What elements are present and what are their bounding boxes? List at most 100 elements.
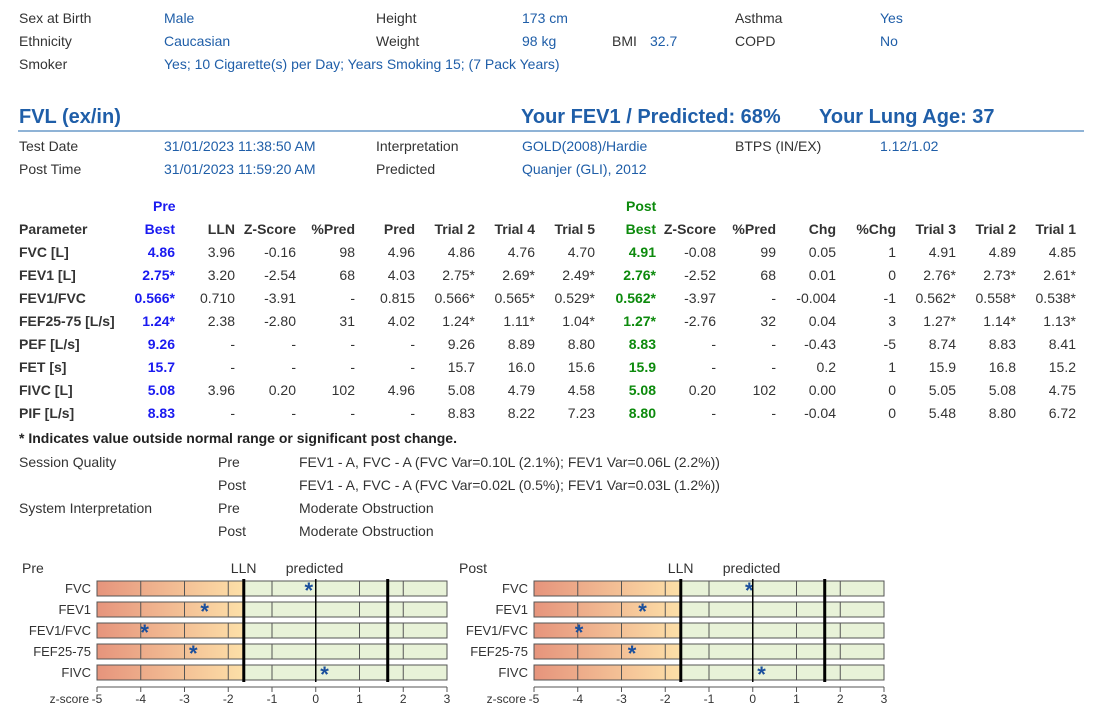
pre-normal-band (243, 580, 448, 597)
table-cell-post-trial2: 8.80 (988, 405, 1016, 421)
test-date-value: 31/01/2023 11:38:50 AM (164, 138, 316, 154)
table-cell-lln: 0.710 (199, 290, 235, 306)
table-cell-pred: 4.96 (387, 244, 415, 260)
pre-abnormal-band (96, 580, 245, 597)
table-cell-post-trial3: 2.76* (923, 267, 956, 283)
pre-normal-band (243, 643, 448, 660)
asthma-value: Yes (880, 10, 903, 26)
table-cell-post-zscore: -0.08 (684, 244, 716, 260)
table-cell-trial2: 0.566* (434, 290, 475, 306)
pre-axis-label: z-score (50, 692, 90, 706)
table-cell-post-best: 8.80 (628, 405, 656, 421)
table-cell-param: FVC [L] (19, 244, 69, 260)
table-cell-pred: 0.815 (379, 290, 415, 306)
table-cell-trial4: 8.89 (507, 336, 535, 352)
table-cell-pre-zscore: -2.80 (264, 313, 296, 329)
post-chart-title: Post (459, 560, 487, 576)
table-cell-param: FEF25-75 [L/s] (19, 313, 115, 329)
table-cell-pre-pctpred: 102 (331, 382, 355, 398)
table-cell-post-pctpred: 99 (760, 244, 776, 260)
bmi-label: BMI (612, 33, 637, 49)
header-post-zscore: Z-Score (663, 221, 716, 237)
table-cell-post-trial3: 0.562* (915, 290, 956, 306)
post-param-label: FEV1/FVC (466, 623, 528, 638)
post-param-label: FVC (502, 581, 528, 596)
table-cell-post-pctpred: 102 (752, 382, 776, 398)
pre-zscore-marker: * (189, 641, 198, 666)
table-cell-post-zscore: -3.97 (684, 290, 716, 306)
table-cell-trial4: 2.69* (502, 267, 535, 283)
table-cell-chg: -0.004 (796, 290, 836, 306)
table-cell-pre-best: 4.86 (147, 244, 175, 260)
btps-value: 1.12/1.02 (880, 138, 939, 154)
title-divider (18, 130, 1084, 132)
post-group-header: Post (626, 198, 657, 214)
table-cell-trial5: 4.70 (567, 244, 595, 260)
table-cell-post-trial3: 5.48 (928, 405, 956, 421)
table-cell-post-trial2: 4.89 (988, 244, 1016, 260)
table-cell-lln: 3.20 (207, 267, 235, 283)
table-cell-pre-best: 9.26 (147, 336, 175, 352)
table-cell-pre-zscore: - (291, 359, 296, 375)
post-param-label: FIVC (498, 665, 528, 680)
pre-param-label: FEF25-75 (33, 644, 91, 659)
table-cell-pre-pctpred: - (350, 290, 355, 306)
post-lln-label: LLN (668, 560, 694, 576)
post-tick-label: 2 (837, 692, 844, 706)
session-quality-pre: FEV1 - A, FVC - A (FVC Var=0.10L (2.1%);… (299, 454, 720, 470)
table-cell-post-pctpred: 32 (760, 313, 776, 329)
table-cell-post-trial2: 5.08 (988, 382, 1016, 398)
pre-group-header: Pre (153, 198, 176, 214)
smoker-value: Yes; 10 Cigarette(s) per Day; Years Smok… (164, 56, 560, 72)
table-cell-pre-best: 2.75* (142, 267, 175, 283)
table-cell-pre-best: 5.08 (147, 382, 175, 398)
table-cell-post-best: 1.27* (623, 313, 656, 329)
table-cell-trial2: 15.7 (447, 359, 475, 375)
table-cell-post-zscore: - (711, 359, 716, 375)
pre-tick-label: -4 (135, 692, 146, 706)
table-cell-trial4: 0.565* (494, 290, 535, 306)
table-cell-pre-pctpred: - (350, 359, 355, 375)
table-cell-trial2: 9.26 (447, 336, 475, 352)
table-cell-pre-zscore: -2.54 (264, 267, 296, 283)
table-cell-pred: 4.03 (387, 267, 415, 283)
post-zscore-marker: * (638, 599, 647, 624)
pre-zscore-marker: * (140, 620, 149, 645)
table-cell-pre-zscore: -0.16 (264, 244, 296, 260)
session-quality-label: Session Quality (19, 454, 117, 470)
weight-label: Weight (376, 33, 420, 49)
table-cell-pre-pctpred: - (350, 336, 355, 352)
predicted-value: Quanjer (GLI), 2012 (522, 161, 647, 177)
header-pred: Pred (383, 221, 415, 237)
table-cell-post-trial3: 5.05 (928, 382, 956, 398)
post-tick-label: 3 (881, 692, 888, 706)
table-cell-pred: - (410, 359, 415, 375)
table-cell-trial4: 8.22 (507, 405, 535, 421)
table-cell-trial5: 15.6 (567, 359, 595, 375)
table-cell-pre-zscore: - (291, 405, 296, 421)
pre-normal-band (243, 601, 448, 618)
session-quality-post: FEV1 - A, FVC - A (FVC Var=0.02L (0.5%);… (299, 477, 720, 493)
table-cell-pre-zscore: - (291, 336, 296, 352)
table-cell-post-trial2: 8.83 (988, 336, 1016, 352)
post-tick-label: -1 (704, 692, 715, 706)
post-normal-band (680, 643, 885, 660)
table-cell-post-trial1: 1.13* (1043, 313, 1076, 329)
table-cell-pct-chg: 1 (888, 244, 896, 260)
post-zscore-marker: * (628, 641, 637, 666)
table-cell-pred: - (410, 336, 415, 352)
table-cell-lln: - (230, 405, 235, 421)
table-cell-post-trial1: 8.41 (1048, 336, 1076, 352)
test-title: FVL (ex/in) (19, 106, 121, 128)
table-cell-chg: -0.43 (804, 336, 836, 352)
table-cell-post-trial3: 1.27* (923, 313, 956, 329)
table-cell-post-best: 2.76* (623, 267, 656, 283)
pre-chart-title: Pre (22, 560, 44, 576)
sex-value: Male (164, 10, 195, 26)
table-cell-param: FEV1/FVC (19, 290, 86, 306)
post-zscore-marker: * (575, 620, 584, 645)
table-cell-post-zscore: 0.20 (688, 382, 716, 398)
post-time-label: Post Time (19, 161, 82, 177)
system-interpretation-label: System Interpretation (19, 500, 153, 516)
btps-label: BTPS (IN/EX) (735, 138, 822, 154)
